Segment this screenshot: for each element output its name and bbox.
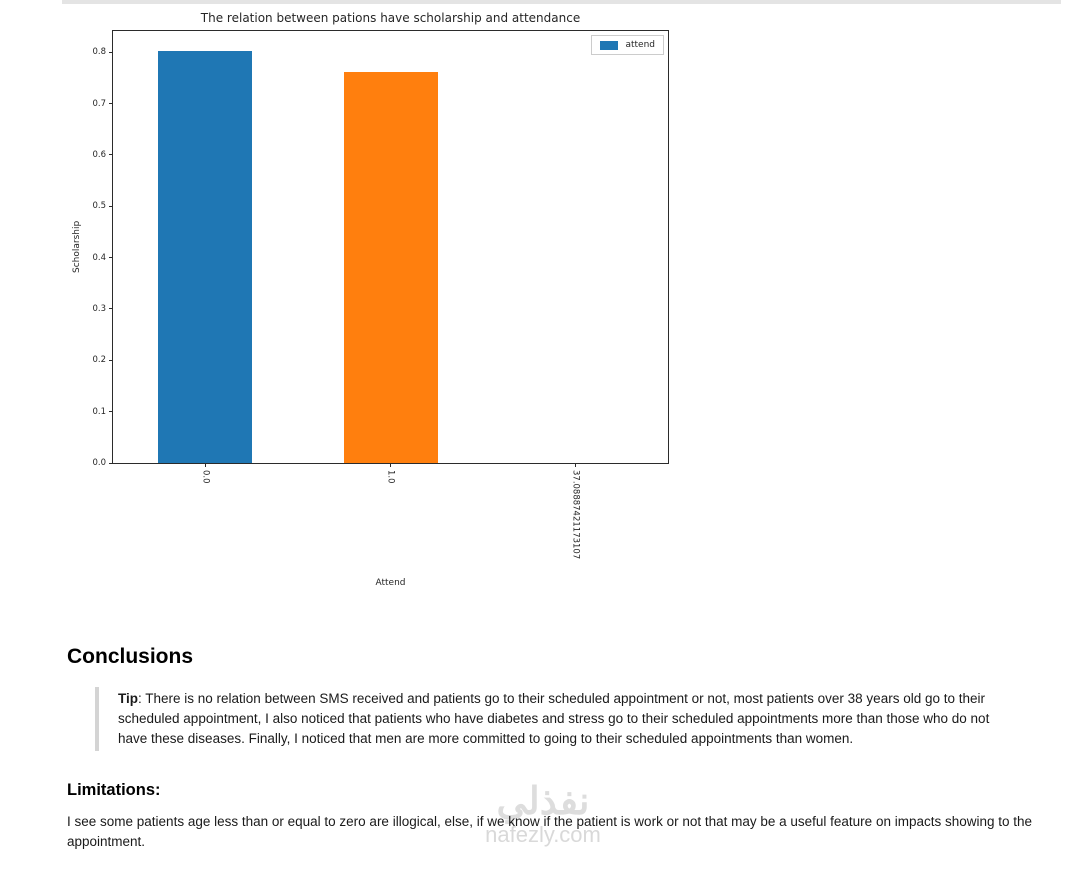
watermark-domain: nafezly.com [485,822,601,847]
y-tick-label: 0.5 [92,201,106,212]
y-tick-label: 0.4 [92,252,106,263]
x-tick-mark [575,463,576,467]
y-tick-mark [109,51,113,53]
x-tick-label: 0.0 [200,470,211,484]
chart-figure: The relation between pations have schola… [72,11,669,588]
y-tick: 0.4 [92,253,113,263]
y-tick: 0.0 [92,458,113,468]
y-tick-mark [109,462,113,464]
x-tick-mark [205,463,206,467]
y-tick: 0.8 [92,47,113,57]
y-tick-mark [109,205,113,207]
conclusions-heading: Conclusions [67,645,194,668]
watermark-arabic-logo: نفذلي [496,781,590,823]
limitations-heading: Limitations: [67,781,161,799]
legend-swatch [600,40,619,50]
y-axis-label: Scholarship [72,220,82,274]
y-tick-mark [109,308,113,310]
legend-label: attend [625,40,655,50]
tip-blockquote: Tip: There is no relation between SMS re… [95,687,1045,751]
x-tick-mark [390,463,391,467]
y-tick: 0.5 [92,201,113,211]
x-tick: 1.0 [386,463,396,484]
y-tick-mark [109,359,113,361]
chart-title: The relation between pations have schola… [200,11,581,25]
y-tick-label: 0.6 [92,149,106,160]
y-tick: 0.2 [92,355,113,365]
x-tick-label: 37.08887421173107 [570,470,581,560]
y-tick: 0.1 [92,407,113,417]
legend: attend [591,35,664,55]
y-tick-label: 0.3 [92,303,106,314]
y-tick-label: 0.0 [92,458,106,468]
y-tick-label: 0.1 [92,406,106,417]
watermark: نفذلي nafezly.com [448,782,638,848]
y-tick-mark [109,411,113,413]
y-tick: 0.6 [92,150,113,160]
window-top-edge [62,0,1061,4]
y-tick-label: 0.7 [92,98,106,109]
y-tick-mark [109,103,113,105]
x-tick: 0.0 [201,463,211,484]
tip-paragraph: Tip: There is no relation between SMS re… [118,689,1013,749]
y-tick-label: 0.8 [92,47,106,58]
plot-area: attend 0.0 0.1 0.2 0.3 0.4 0.5 0.6 0.7 0.8 0.0 1.0… [92,30,669,559]
y-tick-mark [109,257,113,259]
y-tick: 0.7 [92,99,113,109]
y-tick-label: 0.2 [92,355,106,366]
y-tick-mark [109,154,113,156]
bar [158,50,253,463]
limitations-paragraph: I see some patients age less than or equ… [67,814,1033,849]
x-tick-label: 1.0 [385,470,396,484]
x-axis-label: Attend [375,578,406,588]
x-tick: 37.08887421173107 [571,463,581,559]
tip-label: Tip [118,691,138,706]
tip-text: : There is no relation between SMS recei… [118,691,990,746]
bar [343,71,438,463]
y-tick: 0.3 [92,304,113,314]
report-section: Conclusions Tip: There is no relation be… [67,645,1045,852]
